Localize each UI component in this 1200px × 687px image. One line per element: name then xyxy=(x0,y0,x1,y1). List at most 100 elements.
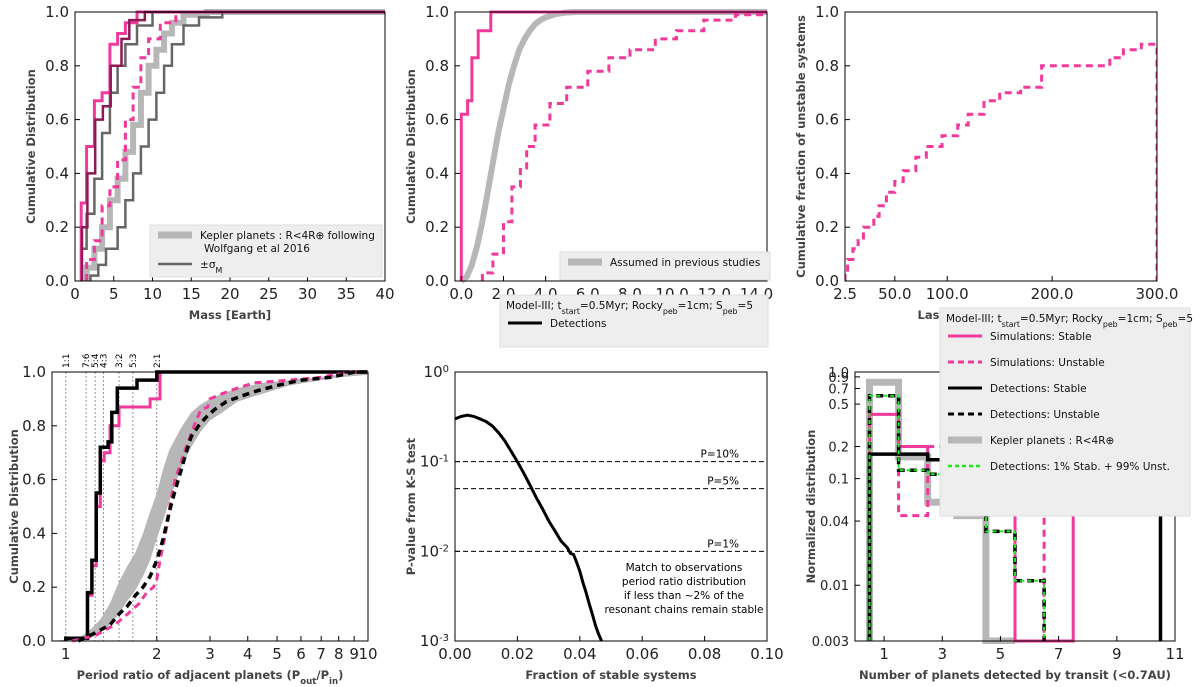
y-axis-label: Normalized distribution xyxy=(804,430,818,584)
series-line xyxy=(71,370,368,643)
annotation-text: resonant chains remain stable xyxy=(604,604,763,616)
x-tick-label: 8 xyxy=(334,645,344,663)
x-tick-label: 6 xyxy=(296,645,306,663)
y-tick-label: 0.6 xyxy=(45,111,69,129)
series-line xyxy=(77,370,368,643)
y-tick-label: 1.0 xyxy=(45,3,69,21)
y-tick-label: 0.0 xyxy=(425,272,449,290)
y-tick-label: 0.0 xyxy=(45,272,69,290)
threshold-label: P=10% xyxy=(701,449,739,461)
y-tick-label: 0.5 xyxy=(828,398,849,413)
plot-frame xyxy=(454,371,768,642)
x-tick-label: 5 xyxy=(996,645,1006,663)
legend-label: Detections: Stable xyxy=(990,383,1087,395)
y-tick-label: 0.6 xyxy=(815,111,839,129)
x-tick-label: 10 xyxy=(143,285,162,303)
x-tick-label: 0 xyxy=(70,285,80,303)
x-tick-label: 100.0 xyxy=(926,285,969,303)
x-tick-label: 200.0 xyxy=(1031,285,1074,303)
y-tick-label: 1.0 xyxy=(815,3,839,21)
series-line xyxy=(459,10,767,281)
y-tick-label: 0.4 xyxy=(22,524,46,542)
y-tick-label: 0.1 xyxy=(828,473,849,488)
chart-p5: P=10% P=5% P=1% 0.00 0.02 0.04 0.06 0.08 0.10 10-… xyxy=(404,294,784,682)
x-tick-label: 20 xyxy=(220,285,239,303)
y-tick-label: 0.0 xyxy=(22,632,46,650)
resonance-label: 2:1 xyxy=(153,354,163,368)
x-tick-label: 2 xyxy=(152,645,162,663)
x-tick-label: 7 xyxy=(316,645,326,663)
x-axis-label: Period ratio of adjacent planets (Pout/P… xyxy=(77,668,344,687)
legend: Model-III; tstart=0.5Myr; Rockypeb=1cm; … xyxy=(499,294,769,348)
annotation-text: Match to observations xyxy=(626,562,743,574)
legend-title: Model-III; tstart=0.5Myr; Rockypeb=1cm; … xyxy=(946,313,1193,329)
plot-frame xyxy=(844,11,1158,282)
kepler-band xyxy=(52,372,368,641)
x-axis-label: Fraction of stable systems xyxy=(525,668,696,682)
x-tick-label: 0.08 xyxy=(688,645,721,663)
y-tick-label: 0.003 xyxy=(812,635,849,650)
legend-label: Detections xyxy=(550,318,606,330)
y-axis-label: Cumulative Distribution xyxy=(404,69,418,224)
legend-label: Wolfgang et al 2016 xyxy=(204,243,310,255)
series-line xyxy=(89,10,385,281)
x-axis-label: Number of planets detected by transit (<… xyxy=(859,668,1171,682)
annotation-text: period ratio distribution xyxy=(622,576,746,588)
y-axis-label: Cumulative fraction of unstable systems xyxy=(794,15,808,278)
y-tick-label: 0.2 xyxy=(815,218,839,236)
x-tick-label: 0.0 xyxy=(449,285,473,303)
legend-label: ±σM xyxy=(200,259,222,275)
resonance-label: 4:3 xyxy=(100,354,110,368)
y-axis-label: Cumulative Distribution xyxy=(7,429,21,584)
y-tick-label: 0.04 xyxy=(820,515,849,530)
legend-box xyxy=(939,307,1191,517)
y-tick-label: 0.4 xyxy=(425,164,449,182)
legend-label: Kepler planets : R<4R⊕ xyxy=(990,435,1114,447)
y-tick-label: 0.8 xyxy=(815,57,839,75)
resonance-label: 7:6 xyxy=(82,353,92,368)
annotation-text: if less than ~2% of the xyxy=(624,590,744,602)
y-tick-label: 0.2 xyxy=(425,218,449,236)
series-line xyxy=(480,13,767,281)
x-tick-label: 0.06 xyxy=(625,645,658,663)
y-tick-label: 0.8 xyxy=(22,417,46,435)
legend-label: Simulations: Unstable xyxy=(990,357,1105,369)
y-tick-label: 1.0 xyxy=(22,363,46,381)
threshold-label: P=1% xyxy=(707,538,739,550)
x-tick-label: 0.04 xyxy=(563,645,596,663)
y-tick-label: 0.2 xyxy=(828,441,849,456)
y-axis-label: P-value from K-S test xyxy=(404,437,418,575)
y-axis-label: Cumulative Distribution xyxy=(24,69,38,224)
chart-p4: 1:1 7:6 5:44:3 3:2 5:3 2:1 1 2 3 4 5 6 7 8 9 10 0.0 0.2 0.… xyxy=(7,353,378,687)
x-tick-label: 50.0 xyxy=(878,285,911,303)
x-tick-label: 0.10 xyxy=(750,645,783,663)
y-tick-label: 0.2 xyxy=(45,218,69,236)
y-tick-label: 0.7 xyxy=(828,383,849,398)
legend-label: Simulations: Stable xyxy=(990,331,1092,343)
resonance-label: 5:3 xyxy=(129,354,139,368)
legend-box xyxy=(499,294,769,348)
series-line xyxy=(80,10,385,281)
y-tick-label: 0.01 xyxy=(820,579,849,594)
y-tick-label: 0.9 xyxy=(828,371,849,386)
series-line xyxy=(85,10,385,281)
chart-p1: 0 5 10 15 20 25 30 35 40 0.0 0.2 0.4 0.6 0.8 1.0 Mass [… xyxy=(24,3,395,322)
legend-title: Model-III; tstart=0.5Myr; Rockypeb=1cm; … xyxy=(506,300,753,316)
x-tick-label: 5 xyxy=(272,645,282,663)
x-tick-label: 35 xyxy=(337,285,356,303)
x-tick-label: 2.5 xyxy=(833,285,857,303)
x-tick-label: 15 xyxy=(182,285,201,303)
legend-label: Kepler planets : R<4R⊕ following xyxy=(200,230,375,242)
x-tick-label: 30 xyxy=(298,285,317,303)
x-tick-label: 0.02 xyxy=(501,645,534,663)
x-axis-label: Mass [Earth] xyxy=(189,308,271,322)
legend: Model-III; tstart=0.5Myr; Rockypeb=1cm; … xyxy=(939,307,1193,517)
resonance-label: 1:1 xyxy=(62,354,72,368)
y-tick-label: 1.0 xyxy=(425,3,449,21)
x-tick-label: 0.00 xyxy=(438,645,471,663)
y-tick-label: 0.4 xyxy=(45,164,69,182)
legend: Assumed in previous studies xyxy=(559,251,771,281)
plot-frame xyxy=(454,11,768,282)
legend: Kepler planets : R<4R⊕ followingWolfgang… xyxy=(149,224,383,278)
